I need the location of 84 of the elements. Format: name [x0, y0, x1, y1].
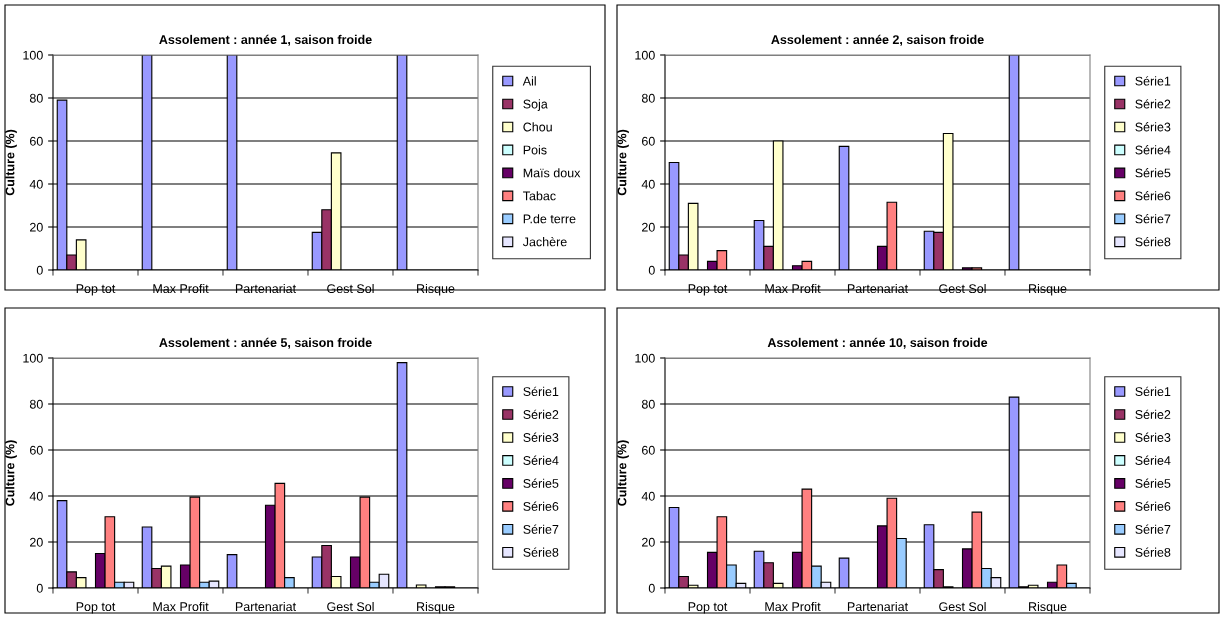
y-tick-label: 100 — [23, 353, 43, 363]
y-tick-label: 80 — [29, 399, 43, 409]
legend-label: Série1 — [1135, 76, 1171, 86]
y-tick-label: 0 — [36, 583, 43, 593]
y-tick-label: 80 — [641, 93, 655, 103]
legend-label: Maïs doux — [523, 168, 581, 178]
y-axis-title: Culture (%) — [5, 129, 17, 196]
y-tick-label: 60 — [30, 136, 43, 146]
legend-label: Série8 — [1135, 547, 1171, 557]
legend-label: Série3 — [523, 432, 559, 442]
y-tick-label: 80 — [29, 93, 43, 103]
x-tick-label: Partenariat — [235, 601, 296, 612]
legend-label: Série6 — [523, 501, 559, 511]
x-tick-label: Pop tot — [688, 284, 728, 296]
chart-title: Assolement : année 5, saison froide — [159, 337, 372, 349]
x-tick-label: Pop tot — [76, 284, 116, 296]
y-tick-label: 100 — [635, 50, 655, 60]
y-tick-label: 20 — [30, 537, 43, 547]
x-tick-label: Max Profit — [153, 601, 209, 612]
legend-label: Tabac — [523, 191, 556, 201]
y-tick-label: 100 — [23, 50, 43, 60]
legend-label: Série3 — [1135, 122, 1171, 132]
legend-label: Série8 — [1135, 236, 1171, 247]
legend-label: Série3 — [1135, 432, 1171, 442]
y-tick-label: 60 — [642, 445, 655, 455]
legend-label: Série7 — [1135, 524, 1171, 534]
legend-label: Chou — [523, 122, 552, 132]
legend-label: Série6 — [1135, 501, 1171, 511]
y-tick-label: 40 — [641, 179, 655, 189]
legend-label: Pois — [523, 145, 547, 155]
y-tick-label: 100 — [635, 353, 655, 363]
x-tick-label: Partenariat — [235, 283, 296, 294]
y-tick-label: 0 — [36, 265, 43, 275]
legend-label: Série5 — [1135, 168, 1171, 178]
x-tick-label: Gest Sol — [327, 283, 374, 294]
x-tick-label: Gest Sol — [327, 601, 374, 612]
y-tick-label: 40 — [29, 179, 43, 189]
x-tick-label: Risque — [1029, 283, 1067, 296]
legend-label: Série7 — [523, 524, 559, 534]
legend-label: Série8 — [523, 547, 559, 557]
y-tick-label: 60 — [642, 136, 655, 146]
legend-label: Série5 — [1135, 478, 1171, 488]
legend-label: Série6 — [1135, 191, 1171, 201]
y-tick-label: 20 — [30, 222, 43, 232]
legend-label: Série5 — [523, 478, 559, 488]
y-tick-label: 0 — [648, 583, 655, 593]
legend-label: Série2 — [1135, 409, 1171, 419]
y-axis-title: Culture (%) — [617, 440, 629, 506]
legend-label: Série1 — [523, 386, 559, 396]
y-tick-label: 40 — [641, 491, 655, 501]
y-axis-title: Culture (%) — [5, 440, 17, 506]
y-tick-label: 20 — [642, 222, 655, 232]
chart-title: Assolement : année 2, saison froide — [771, 34, 984, 46]
y-axis-title: Culture (%) — [617, 129, 629, 196]
legend-label: Série7 — [1135, 213, 1171, 224]
x-tick-label: Risque — [1029, 601, 1067, 614]
x-tick-label: Partenariat — [847, 601, 908, 612]
y-tick-label: 0 — [648, 265, 655, 275]
legend-label: Soja — [523, 99, 548, 111]
x-tick-label: Max Profit — [153, 283, 209, 294]
y-tick-label: 40 — [29, 491, 43, 501]
x-tick-label: Risque — [417, 283, 455, 296]
x-tick-label: Max Profit — [765, 601, 821, 612]
x-tick-label: Risque — [417, 601, 455, 614]
chart-title: Assolement : année 1, saison froide — [159, 34, 372, 46]
legend-label: Ail — [522, 76, 536, 86]
legend-label: P.de terre — [523, 214, 576, 224]
y-tick-label: 80 — [641, 399, 655, 409]
x-tick-label: Gest Sol — [939, 283, 986, 294]
x-tick-label: Partenariat — [847, 283, 908, 294]
legend-label: Série4 — [1135, 455, 1171, 465]
y-tick-label: 20 — [642, 537, 655, 547]
legend-label: Série4 — [1135, 145, 1171, 155]
legend-label: Série1 — [1135, 386, 1171, 396]
legend-label: Série2 — [523, 409, 559, 419]
x-tick-label: Max Profit — [765, 283, 821, 294]
chart-title: Assolement : année 10, saison froide — [767, 337, 988, 349]
legend-label: Série2 — [1135, 99, 1171, 109]
legend-label: Jachère — [522, 236, 567, 247]
x-tick-label: Pop tot — [76, 602, 116, 614]
x-tick-label: Pop tot — [688, 602, 728, 614]
legend-label: Série4 — [523, 455, 559, 465]
x-tick-label: Gest Sol — [939, 601, 986, 612]
y-tick-label: 60 — [30, 445, 43, 455]
